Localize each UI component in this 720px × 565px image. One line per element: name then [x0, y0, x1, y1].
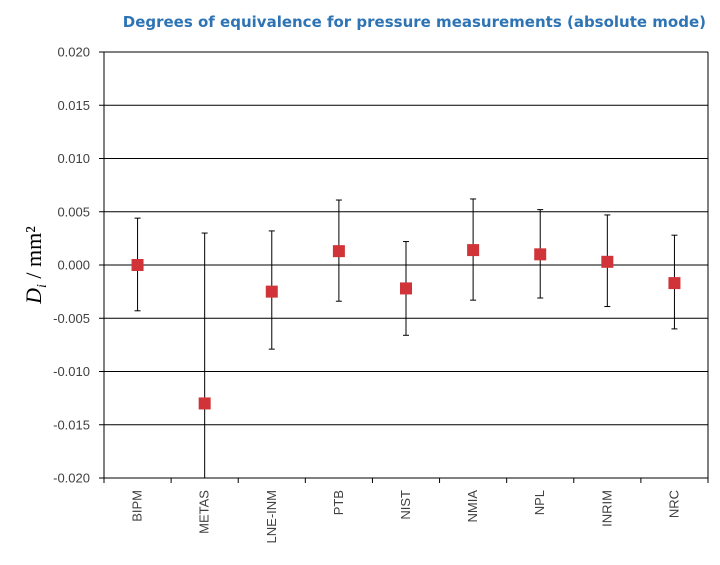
x-tick-label: NMIA — [465, 490, 480, 523]
y-tick-labels: 0.020 0.015 0.010 0.005 0.000 -0.005 -0.010 -0.… — [53, 45, 90, 486]
y-tick-label: 0.000 — [57, 258, 90, 273]
x-tick-label: NIST — [398, 490, 413, 520]
data-point-lne-inm — [265, 285, 278, 298]
x-tick-label: PTB — [331, 490, 346, 515]
y-axis-label: Di / mm² — [21, 226, 50, 305]
y-tick-label: -0.015 — [53, 417, 90, 432]
x-tick-labels: BIPM METAS LNE-INM PTB NIST NMIA NPL INRIM NRC — [130, 490, 682, 544]
data-markers — [131, 244, 681, 410]
y-label-unit: / mm² — [21, 226, 46, 284]
y-tick-label: 0.010 — [57, 151, 90, 166]
x-tick-label: NPL — [532, 490, 547, 515]
data-point-nmia — [467, 244, 480, 257]
y-label-symbol: D — [21, 288, 46, 305]
data-point-metas — [198, 397, 211, 410]
error-bars — [134, 198, 678, 479]
data-point-npl — [534, 248, 547, 261]
x-tick-label: LNE-INM — [264, 490, 279, 543]
data-point-nist — [400, 282, 412, 295]
x-tick-label: NRC — [666, 490, 681, 518]
data-point-bipm — [131, 259, 144, 271]
x-tick-label: INRIM — [599, 490, 614, 527]
data-point-ptb — [332, 245, 345, 258]
y-tick-label: 0.020 — [57, 45, 90, 60]
y-tick-label: -0.010 — [53, 364, 90, 379]
y-tick-label: 0.005 — [57, 204, 90, 219]
data-point-nrc — [668, 277, 681, 290]
y-label-subscript: i — [35, 284, 50, 288]
y-tick-label: 0.015 — [57, 98, 90, 113]
y-tick-label: -0.020 — [53, 471, 90, 486]
y-tick-label: -0.005 — [53, 311, 90, 326]
x-tick-label: METAS — [197, 490, 212, 534]
data-point-inrim — [601, 255, 614, 268]
chart-title: Degrees of equivalence for pressure meas… — [122, 13, 706, 31]
x-tick-label: BIPM — [130, 490, 145, 522]
grid-lines — [99, 51, 709, 483]
